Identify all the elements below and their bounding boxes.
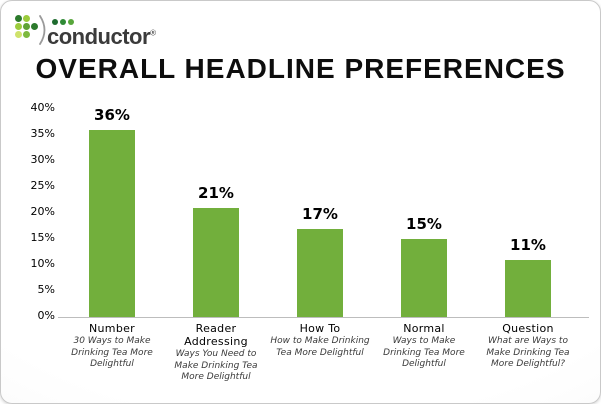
category-example-headline: Ways You Need to Make Drinking Tea More … xyxy=(174,349,258,383)
bar xyxy=(193,207,239,317)
logo-dot-icon xyxy=(23,31,30,38)
conductor-logo-dot-row-icon xyxy=(52,19,74,25)
category-example-headline: How to Make Drinking Tea More Delightful xyxy=(270,336,370,358)
conductor-logo-arc-icon xyxy=(39,15,46,45)
logo-dot-icon xyxy=(15,15,22,22)
category-example-headline: Ways to Make Drinking Tea More Delightfu… xyxy=(383,336,465,370)
conductor-logo-dot-grid-icon xyxy=(15,15,38,38)
bar-value-label: 15% xyxy=(406,215,442,233)
logo-dot-icon xyxy=(68,19,74,25)
category-label-block: How To How to Make Drinking Tea More Deli… xyxy=(268,322,372,359)
category-name: How To xyxy=(299,322,341,335)
category-name: Number xyxy=(89,322,135,335)
y-tick-label: 10% xyxy=(30,257,55,270)
y-tick-label: 25% xyxy=(30,179,55,192)
logo-dot-icon xyxy=(23,15,30,22)
logo-dot-icon xyxy=(15,23,22,30)
y-tick-label: 15% xyxy=(30,231,55,244)
y-tick-label: 40% xyxy=(30,101,55,114)
category-example-headline: What are Ways to Make Drinking Tea More … xyxy=(486,336,570,370)
category-example-headline: 30 Ways to Make Drinking Tea More Deligh… xyxy=(71,336,153,370)
logo-dot-icon xyxy=(15,31,22,38)
y-tick-label: 30% xyxy=(30,153,55,166)
bar-value-label: 21% xyxy=(198,183,234,202)
chart-title: OVERALL HEADLINE PREFERENCES xyxy=(35,53,566,84)
logo-dot-icon xyxy=(31,23,38,30)
category-name: Question xyxy=(502,322,554,335)
registered-trademark-symbol: ® xyxy=(150,28,156,38)
category-label-block: Number 30 Ways to Make Drinking Tea More … xyxy=(60,322,164,371)
y-tick-label: 0% xyxy=(37,309,55,322)
bar xyxy=(297,228,343,317)
y-tick-label: 5% xyxy=(37,283,55,296)
category-label-block: Question What are Ways to Make Drinking T… xyxy=(476,322,580,371)
category-name: Normal xyxy=(403,322,445,335)
category-label-block: Reader Addressing Ways You Need to Make D… xyxy=(164,322,268,384)
logo-dot-icon xyxy=(60,19,66,25)
bar-value-label: 11% xyxy=(510,235,546,254)
category-label-block: Normal Ways to Make Drinking Tea More Del… xyxy=(372,322,476,371)
y-tick-label: 35% xyxy=(30,127,55,140)
x-axis-line xyxy=(58,317,589,318)
bar xyxy=(401,239,447,317)
bar xyxy=(505,259,551,317)
logo-dot-icon xyxy=(23,23,30,30)
logo-dot-icon xyxy=(52,19,58,25)
conductor-logo: conductor® xyxy=(15,11,165,53)
bar xyxy=(89,129,135,317)
y-tick-label: 20% xyxy=(30,205,55,218)
bar-value-label: 36% xyxy=(94,105,130,124)
bar-value-label: 17% xyxy=(302,204,338,223)
conductor-logo-text: conductor® xyxy=(47,24,156,49)
category-name: Reader Addressing xyxy=(184,322,248,348)
